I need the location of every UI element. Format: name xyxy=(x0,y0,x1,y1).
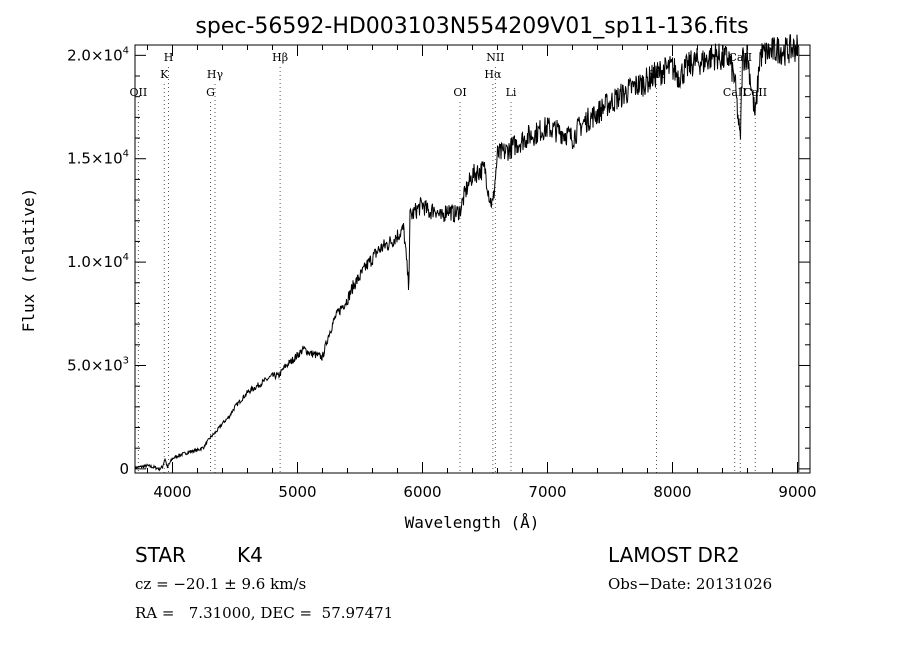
x-tick-label: 6000 xyxy=(403,483,441,501)
spectrum-data xyxy=(134,34,800,472)
spectral-line-label: NII xyxy=(486,51,504,64)
spectral-line-label: Hγ xyxy=(207,68,224,81)
velocity-readout: cz = −20.1 ± 9.6 km/s xyxy=(135,575,307,593)
coordinates: RA = 7.31000, DEC = 57.97471 xyxy=(135,604,394,622)
x-tick-label: 4000 xyxy=(153,483,191,501)
spectral-line-label: Hβ xyxy=(272,51,288,64)
x-tick-label: 8000 xyxy=(653,483,691,501)
spectrum-line xyxy=(134,34,800,472)
object-subclass: K4 xyxy=(237,543,263,567)
x-tick-label: 7000 xyxy=(528,483,566,501)
plot-frame xyxy=(134,44,811,474)
y-tick-label: 1.0×104 xyxy=(67,252,129,271)
plot-axes: 4000 5000 6000 7000 8000 9000 0 5.0×103 1.0×104 1… xyxy=(67,44,817,501)
spectral-line-label: Li xyxy=(506,86,517,99)
obs-date: Obs−Date: 20131026 xyxy=(608,575,773,593)
spectral-line-label: OI xyxy=(453,86,466,99)
spectral-line-label: G xyxy=(206,86,215,99)
spectral-line-label: H xyxy=(164,51,174,64)
object-type: STAR xyxy=(135,543,186,567)
spectral-line-label: CaII xyxy=(743,86,767,99)
chart-title: spec-56592-HD003103N554209V01_sp11-136.f… xyxy=(195,14,748,39)
spectral-line-label: OII xyxy=(130,86,148,99)
spectral-line-label: K xyxy=(160,68,169,81)
y-tick-label: 5.0×103 xyxy=(67,355,129,374)
x-axis-label: Wavelength (Å) xyxy=(405,513,540,532)
y-tick-label: 2.0×104 xyxy=(67,45,129,64)
x-tick-label: 9000 xyxy=(778,483,816,501)
y-tick-label: 1.5×104 xyxy=(67,149,129,168)
y-axis-label: Flux (relative) xyxy=(19,188,38,333)
spectral-line-label: Hα xyxy=(484,68,502,81)
y-tick-label: 0 xyxy=(119,460,129,478)
survey-name: LAMOST DR2 xyxy=(608,543,740,567)
x-tick-label: 5000 xyxy=(278,483,316,501)
